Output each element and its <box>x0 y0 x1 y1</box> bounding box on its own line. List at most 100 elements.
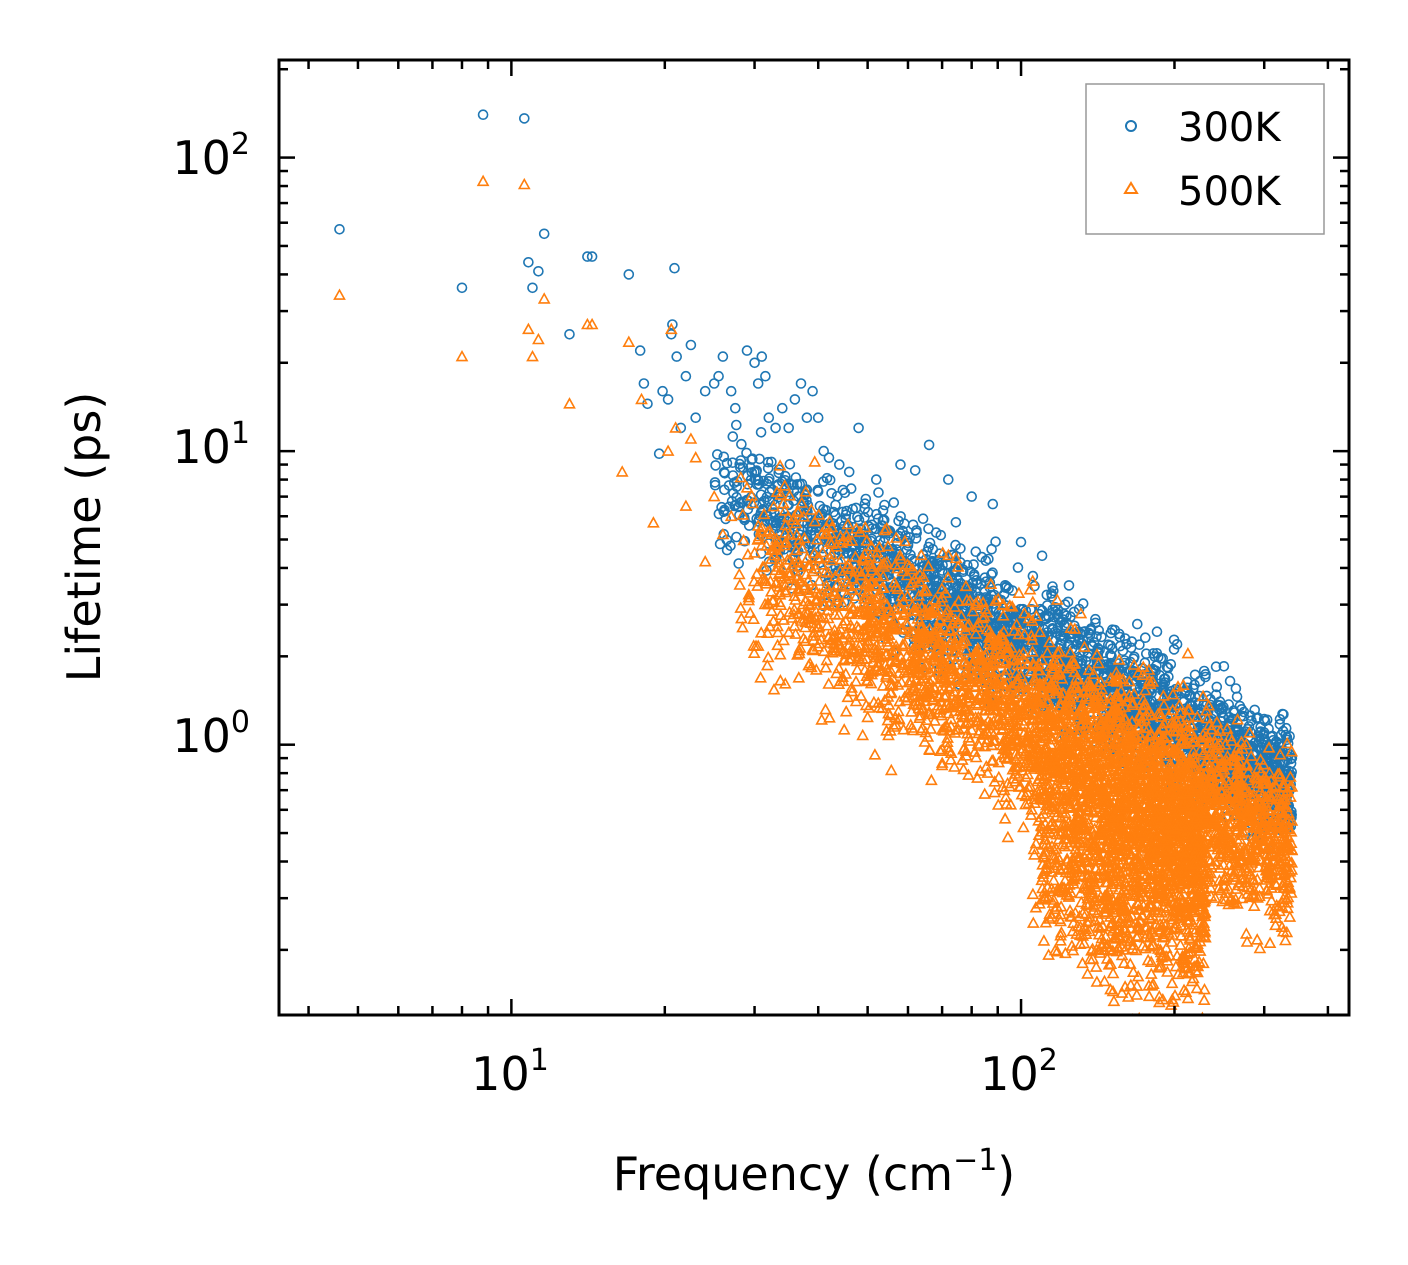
data-point-300k <box>853 514 865 526</box>
data-point-500k <box>845 621 859 633</box>
data-point-300k <box>518 113 530 124</box>
data-point-500k <box>1050 657 1063 670</box>
data-point-300k <box>1162 662 1174 674</box>
data-point-300k <box>662 394 674 405</box>
data-point-500k <box>833 599 847 611</box>
data-point-500k <box>957 762 970 775</box>
data-point-500k <box>734 601 748 613</box>
data-point-500k <box>1064 713 1077 726</box>
data-point-300k <box>1096 631 1107 643</box>
data-point-500k <box>846 572 860 584</box>
data-point-500k <box>1181 646 1195 659</box>
data-point-500k <box>778 677 792 689</box>
data-point-500k <box>809 663 823 675</box>
data-point-500k <box>891 582 905 594</box>
data-point-300k <box>667 319 678 330</box>
data-point-300k <box>770 422 781 434</box>
data-point-500k <box>966 604 980 617</box>
data-point-500k <box>808 455 822 467</box>
data-point-500k <box>1284 770 1297 782</box>
data-point-500k <box>954 609 968 621</box>
data-point-500k <box>754 671 767 683</box>
data-point-500k <box>888 576 901 588</box>
data-point-300k <box>783 422 795 434</box>
data-point-300k <box>734 497 746 509</box>
data-point-300k <box>1126 670 1138 681</box>
data-point-300k <box>1168 634 1180 646</box>
data-point-500k <box>757 559 771 572</box>
data-point-500k <box>1254 753 1267 765</box>
data-point-300k <box>755 426 767 438</box>
data-point-500k <box>849 550 862 562</box>
data-point-500k <box>784 567 797 579</box>
data-point-300k <box>970 546 982 558</box>
data-point-500k <box>1267 800 1280 812</box>
data-point-300k <box>784 458 796 470</box>
data-point-500k <box>736 508 750 520</box>
data-point-500k <box>870 638 884 651</box>
data-point-500k <box>935 756 949 768</box>
data-point-500k <box>944 712 958 725</box>
data-point-300k <box>955 543 966 554</box>
data-point-300k <box>533 265 544 277</box>
data-point-500k <box>924 722 938 734</box>
data-point-500k <box>954 675 968 687</box>
data-point-500k <box>1063 645 1077 658</box>
data-point-500k <box>885 644 899 657</box>
data-point-300k <box>758 475 769 487</box>
data-point-300k <box>893 515 904 527</box>
data-point-500k <box>810 533 824 545</box>
data-point-300k <box>818 445 830 457</box>
data-point-300k <box>950 516 962 528</box>
data-point-300k <box>935 529 947 541</box>
data-point-300k <box>843 466 855 478</box>
data-point-300k <box>709 477 721 488</box>
data-point-300k <box>855 524 867 536</box>
data-point-300k <box>797 495 809 507</box>
data-point-500k <box>792 671 806 683</box>
data-point-500k <box>1277 780 1290 792</box>
data-point-300k <box>1258 727 1270 738</box>
data-point-500k <box>1243 726 1256 738</box>
data-point-300k <box>1261 747 1272 759</box>
data-point-300k <box>980 576 992 588</box>
data-point-300k <box>1015 536 1027 548</box>
data-point-500k <box>1092 656 1105 669</box>
data-point-500k <box>881 539 895 552</box>
data-point-500k <box>910 695 923 707</box>
data-point-300k <box>1082 651 1093 662</box>
data-point-300k <box>1083 627 1094 639</box>
data-point-300k <box>1052 622 1064 634</box>
data-point-300k <box>1157 679 1169 691</box>
data-point-300k <box>680 370 692 382</box>
data-point-300k <box>987 498 999 510</box>
data-point-300k <box>725 385 737 397</box>
data-point-300k <box>833 459 845 470</box>
data-point-500k <box>1114 684 1128 696</box>
data-point-300k <box>1139 657 1151 669</box>
data-point-300k <box>946 577 958 589</box>
data-point-500k <box>754 626 768 638</box>
data-point-500k <box>924 665 937 677</box>
data-point-500k <box>767 614 780 626</box>
data-point-300k <box>824 474 836 486</box>
data-point-500k <box>1033 625 1047 637</box>
data-point-300k <box>1218 660 1230 672</box>
data-point-500k <box>1018 606 1031 619</box>
data-point-500k <box>1222 882 1235 894</box>
data-point-300k <box>714 538 726 550</box>
data-point-300k <box>1151 626 1163 638</box>
data-point-300k <box>762 456 774 468</box>
data-point-300k <box>1090 617 1101 629</box>
data-point-300k <box>736 438 747 450</box>
data-point-300k <box>456 282 468 294</box>
data-point-500k <box>1012 586 1026 598</box>
data-point-300k <box>794 478 806 490</box>
data-point-300k <box>690 412 702 424</box>
data-point-500k <box>948 600 962 612</box>
data-point-300k <box>859 498 871 510</box>
data-point-300k <box>1246 715 1257 727</box>
data-point-500k <box>875 558 889 570</box>
data-point-500k <box>792 646 806 659</box>
data-point-500k <box>789 543 803 556</box>
